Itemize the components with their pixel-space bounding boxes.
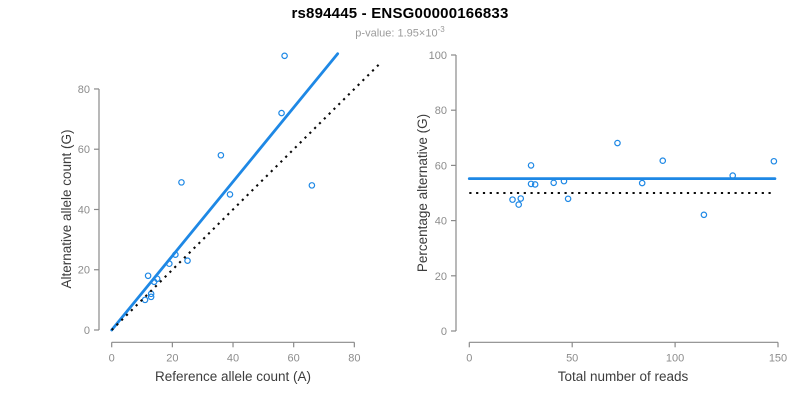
x-tick-label: 60 — [288, 352, 300, 364]
y-tick-label: 20 — [78, 265, 90, 277]
y-tick-label: 0 — [84, 325, 90, 337]
y-axis-label: Percentage alternative (G) — [415, 114, 430, 272]
y-tick-label: 40 — [435, 216, 447, 228]
y-tick-label: 80 — [78, 84, 90, 96]
x-tick-label: 100 — [666, 352, 684, 364]
data-point — [178, 179, 185, 186]
plot-subtitle: p-value: 1.95×10-3 — [0, 25, 800, 40]
x-tick-label: 40 — [227, 352, 239, 364]
data-point — [517, 195, 525, 202]
percentage-reads-scatter: 0 20 40 60 80 100 0 50 100 150 Total number of rea… — [415, 50, 787, 384]
data-point — [308, 182, 316, 189]
y-tick-label: 40 — [78, 204, 90, 216]
data-point — [564, 195, 572, 203]
plot-title: rs894445 - ENSG00000166833 — [291, 5, 509, 22]
x-axis-label: Total number of reads — [558, 369, 689, 384]
data-point — [217, 151, 225, 159]
allele-count-scatter: 0 20 40 60 80 0 20 40 60 80 Reference allele count… — [59, 52, 380, 384]
data-point — [278, 109, 285, 117]
data-point — [141, 296, 149, 304]
data-point — [659, 157, 667, 165]
data-point — [527, 180, 535, 188]
data-point — [147, 293, 155, 301]
x-tick-label: 50 — [566, 352, 578, 364]
data-point — [509, 196, 516, 203]
y-tick-label: 80 — [435, 105, 447, 117]
x-tick-label: 80 — [348, 352, 360, 364]
data-point — [770, 157, 778, 165]
fit-line — [110, 52, 340, 332]
p-value-exponent: -3 — [437, 25, 445, 34]
y-tick-label: 100 — [429, 50, 447, 62]
y-tick-label: 20 — [435, 271, 447, 283]
data-point — [184, 257, 191, 265]
x-tick-label: 150 — [769, 352, 787, 364]
data-point — [638, 179, 646, 187]
p-value-text: p-value: 1.95×10 — [355, 27, 438, 40]
data-point — [550, 179, 557, 187]
data-point — [614, 139, 621, 147]
x-tick-label: 20 — [166, 352, 178, 364]
data-point — [527, 162, 535, 169]
data-point — [515, 201, 522, 208]
x-tick-label: 0 — [466, 352, 472, 364]
y-tick-label: 60 — [78, 144, 90, 156]
data-point — [700, 211, 708, 219]
identity-line — [110, 64, 380, 331]
y-tick-label: 60 — [435, 160, 447, 172]
y-axis-label: Alternative allele count (G) — [59, 129, 74, 288]
data-point — [531, 181, 539, 188]
data-point — [281, 52, 288, 60]
y-tick-label: 0 — [441, 326, 447, 338]
data-point — [226, 191, 234, 198]
x-axis-label: Reference allele count (A) — [155, 369, 311, 384]
data-point — [144, 272, 152, 280]
x-tick-label: 0 — [109, 352, 115, 364]
